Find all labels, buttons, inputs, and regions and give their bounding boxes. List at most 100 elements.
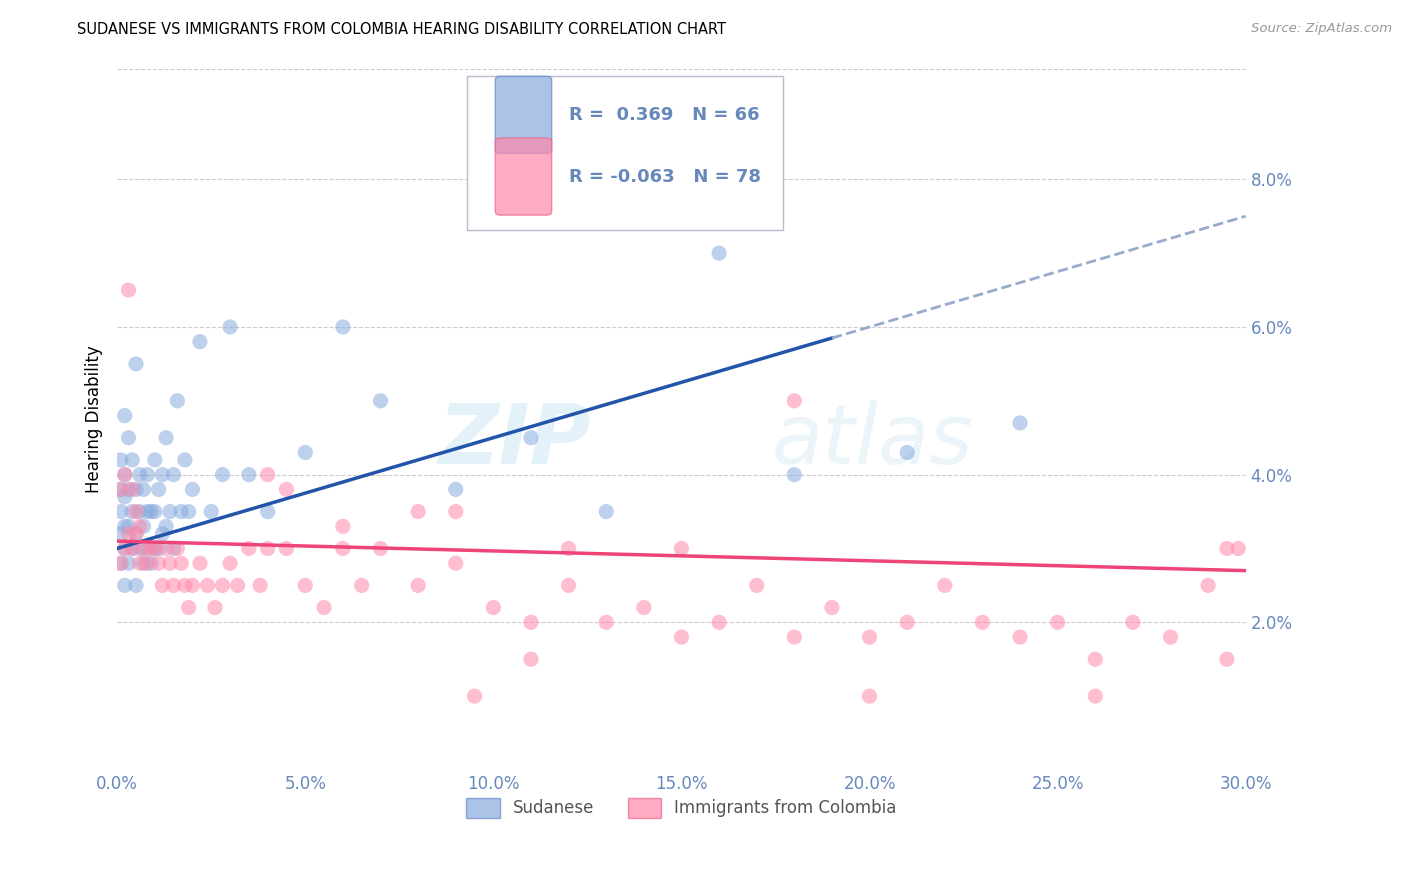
Point (557, 578, 579, 592)
Point (132, 541, 155, 556)
Point (117, 519, 139, 533)
Point (1008, 630, 1031, 644)
Point (934, 578, 956, 592)
Point (238, 467, 260, 482)
Point (117, 431, 139, 445)
Point (110, 526, 132, 541)
Point (256, 504, 278, 518)
Point (132, 556, 155, 570)
Point (783, 393, 806, 408)
Point (707, 246, 730, 260)
Point (136, 504, 159, 518)
Point (125, 526, 148, 541)
Point (174, 453, 197, 467)
Point (370, 541, 392, 556)
Point (406, 578, 429, 592)
Point (188, 334, 211, 349)
Point (125, 483, 148, 497)
Point (128, 467, 150, 482)
Point (276, 483, 298, 497)
Point (350, 578, 373, 592)
Point (1216, 541, 1239, 556)
Point (633, 600, 655, 615)
Point (520, 652, 543, 666)
Point (858, 689, 880, 703)
Point (136, 556, 159, 570)
Point (406, 504, 429, 518)
Point (139, 504, 162, 518)
Point (148, 556, 170, 570)
Point (128, 541, 150, 556)
Point (121, 541, 143, 556)
Point (181, 578, 204, 592)
Point (1084, 689, 1107, 703)
Point (256, 541, 278, 556)
Point (136, 541, 159, 556)
FancyBboxPatch shape (467, 76, 783, 230)
Text: Source: ZipAtlas.com: Source: ZipAtlas.com (1251, 22, 1392, 36)
Point (143, 504, 166, 518)
Point (188, 556, 211, 570)
Point (148, 483, 170, 497)
Point (294, 578, 316, 592)
Point (783, 630, 806, 644)
Point (219, 556, 242, 570)
Point (1159, 630, 1181, 644)
Point (121, 504, 143, 518)
Point (159, 504, 181, 518)
Point (294, 445, 316, 459)
Point (121, 453, 143, 467)
Point (114, 490, 136, 504)
Point (166, 541, 188, 556)
Point (125, 357, 148, 371)
Point (117, 483, 139, 497)
Point (1008, 416, 1031, 430)
Point (166, 393, 188, 408)
Point (150, 526, 173, 541)
Point (211, 578, 233, 592)
Point (174, 578, 197, 592)
Point (896, 445, 918, 459)
Point (1197, 578, 1219, 592)
Point (139, 556, 162, 570)
Point (972, 615, 994, 630)
Point (162, 578, 184, 592)
Point (114, 541, 136, 556)
Point (125, 578, 148, 592)
Point (139, 541, 162, 556)
FancyBboxPatch shape (495, 76, 551, 153)
Point (1216, 652, 1239, 666)
Point (595, 504, 617, 518)
Point (181, 483, 204, 497)
Point (143, 541, 166, 556)
Point (170, 556, 193, 570)
Legend: Sudanese, Immigrants from Colombia: Sudanese, Immigrants from Colombia (460, 791, 903, 825)
Point (177, 600, 200, 615)
Point (464, 689, 486, 703)
Point (707, 615, 730, 630)
Point (858, 630, 880, 644)
Point (110, 483, 132, 497)
Point (1227, 541, 1250, 556)
Point (444, 483, 467, 497)
Point (132, 483, 155, 497)
Point (821, 600, 844, 615)
Point (110, 556, 132, 570)
Point (249, 578, 271, 592)
Text: SUDANESE VS IMMIGRANTS FROM COLOMBIA HEARING DISABILITY CORRELATION CHART: SUDANESE VS IMMIGRANTS FROM COLOMBIA HEA… (77, 22, 727, 37)
Point (114, 578, 136, 592)
Point (117, 283, 139, 297)
Point (136, 467, 159, 482)
Point (150, 467, 173, 482)
Point (132, 519, 155, 533)
Point (1122, 615, 1144, 630)
Point (226, 578, 249, 592)
Point (114, 467, 136, 482)
FancyBboxPatch shape (495, 138, 551, 215)
Point (162, 541, 184, 556)
Point (332, 519, 354, 533)
Point (444, 556, 467, 570)
Point (148, 541, 170, 556)
Y-axis label: Hearing Disability: Hearing Disability (86, 345, 103, 493)
Point (314, 600, 336, 615)
